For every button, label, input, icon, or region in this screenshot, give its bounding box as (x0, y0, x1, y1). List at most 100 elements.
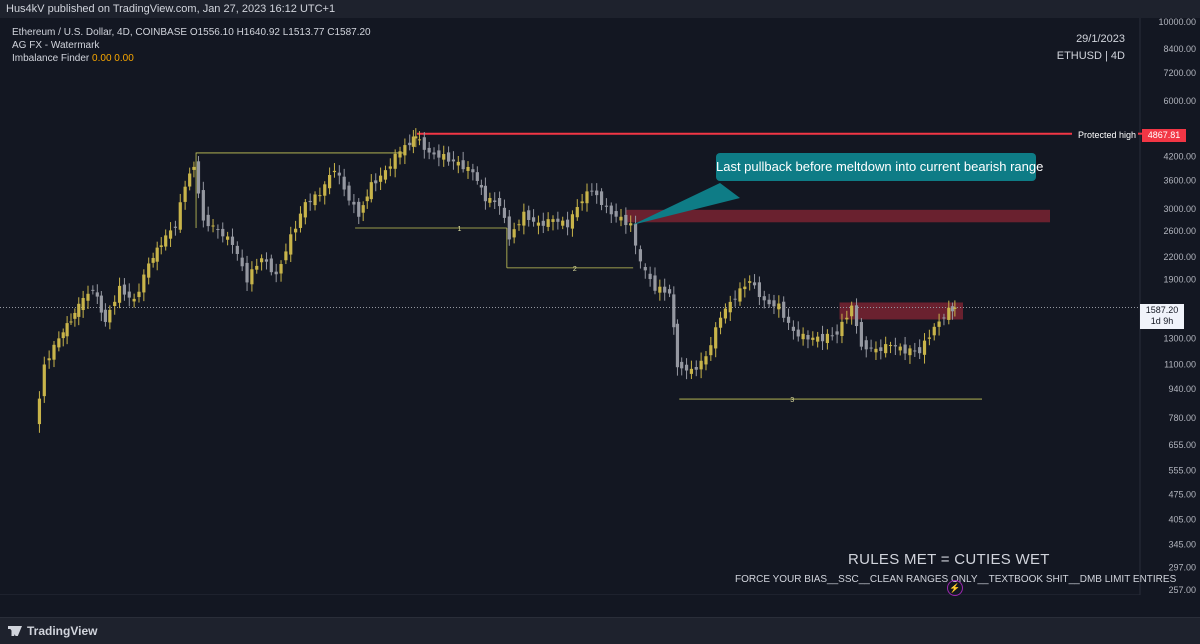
candle-body (922, 340, 927, 355)
legend-indicator-2-row[interactable]: Imbalance Finder 0.00 0.00 (12, 52, 371, 65)
candle-body (323, 184, 327, 196)
candle-body (718, 317, 723, 328)
candle-body (752, 282, 757, 286)
candle-body (159, 245, 163, 248)
callout-box[interactable]: Last pullback before meltdown into curre… (716, 153, 1043, 181)
candle-body (816, 336, 820, 342)
candle-body (357, 201, 361, 217)
candle-body (918, 347, 922, 354)
candle-body (137, 291, 141, 298)
candle-body (411, 136, 415, 147)
candle-body (103, 309, 107, 322)
candle-body (950, 306, 955, 312)
candle-body (953, 307, 957, 309)
candle-body (201, 190, 205, 221)
candle-body (250, 269, 254, 285)
candle-body (757, 282, 761, 298)
candle-body (422, 137, 426, 150)
tradingview-logo[interactable]: TradingView (8, 624, 97, 638)
y-tick-label: 655.00 (1168, 440, 1196, 450)
candle-body (653, 275, 657, 291)
chart-area[interactable]: 10000.00 8400.00 7200.00 6000.00 4200.00 3600… (0, 17, 1200, 612)
candle-body (308, 200, 312, 203)
candle-body (791, 326, 795, 331)
candle-body (772, 300, 776, 307)
candle-body (728, 301, 732, 313)
candle-body (178, 202, 182, 230)
candle-body (927, 337, 931, 339)
candle-body (624, 214, 628, 226)
y-tick-label: 8400.00 (1163, 44, 1196, 54)
candle-body (888, 345, 893, 347)
tradingview-brand: TradingView (27, 624, 98, 638)
range-1-top-line (195, 152, 407, 229)
candle-body (733, 298, 737, 300)
candle-body (65, 323, 69, 337)
candle-body (442, 154, 446, 160)
candle-body (284, 251, 288, 261)
candle-body (313, 194, 317, 206)
candle-body (183, 186, 187, 202)
candle-body (432, 152, 436, 155)
candle-body (694, 366, 698, 370)
candle-body (318, 195, 322, 197)
candle-body (893, 345, 897, 347)
lightning-icon[interactable]: ⚡ (947, 580, 963, 596)
candle-body (633, 223, 638, 246)
y-tick-label: 1100.00 (1164, 359, 1196, 369)
supply-zone-1 (625, 209, 1050, 223)
candle-body (546, 219, 550, 227)
candle-body (684, 364, 689, 371)
candle-body (806, 334, 810, 340)
candle-body (796, 329, 800, 337)
candle-body (512, 229, 516, 238)
candle-body (667, 289, 672, 294)
candle-body (352, 201, 356, 205)
supply-zone-2 (839, 302, 963, 320)
candle-body (663, 286, 667, 293)
candle-body (279, 264, 283, 274)
candle-body (374, 180, 378, 184)
protected-high-label: Protected high (1078, 130, 1137, 140)
y-tick-label: 405.00 (1168, 514, 1196, 524)
current-price-countdown: 1d 9h (1150, 316, 1174, 326)
y-tick-label: 555.00 (1168, 466, 1196, 476)
candle-body (269, 258, 273, 273)
watermark-symbol: ETHUSD | 4D (1056, 50, 1125, 62)
legend-high-label: H (236, 27, 244, 38)
candle-body (599, 191, 604, 206)
candle-body (369, 182, 373, 200)
candle-body (73, 312, 77, 319)
candle-body (830, 335, 834, 337)
candle-body (869, 347, 873, 349)
candle-body (859, 322, 863, 347)
candle-body (502, 207, 507, 218)
candle-body (475, 172, 479, 181)
candle-body (461, 160, 465, 170)
candle-body (580, 201, 584, 204)
price-chart[interactable]: 10000.00 8400.00 7200.00 6000.00 4200.00 3600… (0, 17, 1200, 612)
candle-body (260, 258, 264, 263)
y-tick-label: 3600.00 (1163, 175, 1196, 185)
legend-indicator-1[interactable]: AG FX - Watermark (12, 40, 100, 51)
y-tick-label: 6000.00 (1163, 96, 1196, 106)
legend-indicator-2: Imbalance Finder (12, 53, 90, 64)
candle-body (196, 161, 201, 194)
publish-info: Hus4kV published on TradingView.com, Jan… (6, 3, 336, 15)
candle-body (365, 196, 369, 202)
candle-body (127, 291, 131, 298)
candle-body (483, 185, 488, 202)
footer-bar: TradingView (0, 617, 1200, 644)
candle-body (551, 219, 555, 222)
candle-body (541, 220, 545, 226)
candle-body (264, 259, 269, 262)
candle-body (898, 346, 902, 351)
candle-body (230, 236, 235, 245)
candle-body (937, 321, 941, 327)
legend-ohlc-line: Ethereum / U.S. Dollar, 4D, COINBASE O15… (12, 26, 371, 39)
candle-body (155, 247, 159, 262)
candle-body (932, 326, 936, 336)
legend-indicator-2-value-2: 0.00 (114, 53, 134, 64)
candle-body (680, 361, 684, 369)
candle-body (709, 345, 713, 356)
